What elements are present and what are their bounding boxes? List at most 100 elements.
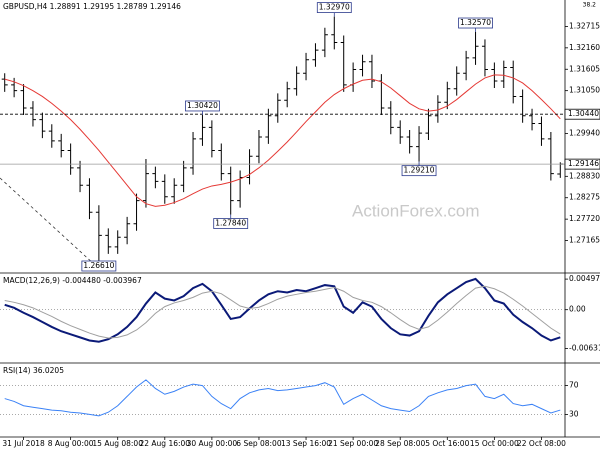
price-label: 1.30440	[568, 109, 599, 118]
ohlc-bar	[293, 66, 300, 96]
y-tick-label: 70	[569, 381, 579, 390]
y-tick-label: 1.28830	[569, 171, 600, 180]
ohlc-bar	[425, 108, 432, 141]
annotation-label: 1.32570	[460, 18, 491, 27]
ohlc-bar	[321, 27, 328, 58]
ohlc-bar	[180, 160, 187, 193]
annotation-box	[213, 218, 249, 229]
ohlc-bar	[547, 131, 554, 181]
ohlc-bar	[199, 114, 206, 146]
ohlc-bar	[359, 54, 366, 77]
y-tick-label: 1.29940	[569, 128, 600, 137]
annotation-box	[458, 17, 493, 29]
x-tick-label: 13 Sep 16:00	[281, 439, 331, 448]
y-tick-label: -0.006311	[569, 344, 600, 353]
ohlc-bar	[152, 166, 159, 189]
ohlc-bar	[453, 66, 460, 96]
ohlc-bar	[303, 52, 310, 81]
x-tick-label: 15 Aug 08:00	[92, 439, 143, 448]
watermark: ActionForex.com	[352, 201, 480, 220]
ohlc-bar	[284, 81, 291, 108]
price-label: 1.29146	[568, 159, 599, 168]
annotation-label: 1.27840	[215, 219, 246, 228]
ohlc-bar	[265, 108, 272, 144]
annotation-label: 1.29210	[404, 166, 435, 175]
x-tick-label: 22 Oct 08:00	[517, 439, 566, 448]
annotation-box	[401, 165, 437, 177]
ohlc-bar	[387, 101, 394, 135]
ohlc-bar	[463, 50, 470, 81]
price-label-box	[564, 108, 600, 120]
ohlc-bar	[142, 158, 149, 208]
y-tick-label: 1.31605	[569, 64, 600, 73]
y-tick-label: 0.00	[569, 305, 586, 314]
x-tick-label: 15 Oct 00:00	[470, 439, 519, 448]
ohlc-bar	[500, 60, 507, 88]
indicator-line	[4, 379, 561, 417]
indicator-line	[4, 277, 561, 343]
ohlc-bar	[190, 131, 197, 175]
x-tick-label: 5 Oct 16:00	[425, 439, 469, 448]
ohlc-bar	[227, 166, 234, 215]
annotation-box	[185, 100, 220, 112]
ohlc-bar	[67, 143, 74, 175]
ohlc-bar	[1, 73, 8, 92]
y-tick-label: 1.28275	[569, 193, 600, 202]
panel-title: MACD(12,26,9) -0.004480 -0.003967	[3, 276, 142, 285]
ohlc-bar	[340, 35, 347, 92]
x-tick-label: 6 Sep 08:00	[236, 439, 282, 448]
ohlc-bar	[406, 130, 413, 154]
y-tick-label: 1.32160	[569, 43, 600, 52]
x-tick-label: 31 Jul 2018	[2, 439, 45, 448]
ohlc-bar	[472, 32, 479, 65]
ohlc-bar	[161, 174, 168, 204]
ohlc-bar	[434, 95, 441, 123]
x-tick-label: 22 Aug 16:00	[140, 439, 191, 448]
ohlc-bar	[58, 133, 65, 158]
ohlc-bar	[133, 193, 140, 231]
y-tick-label: 1.32715	[569, 21, 600, 30]
indicator-line	[4, 74, 561, 207]
annotation-box	[316, 2, 352, 13]
ohlc-bar	[274, 93, 281, 123]
y-tick-label: 1.27165	[569, 236, 600, 245]
y-tick-label: 1.27720	[569, 214, 600, 223]
ohlc-bar	[105, 228, 112, 254]
indicator-line	[4, 285, 561, 339]
ohlc-bar	[368, 54, 375, 88]
ohlc-bar	[11, 77, 18, 98]
ohlc-bar	[77, 160, 84, 193]
ohlc-bar	[481, 39, 488, 77]
ohlc-bar	[95, 205, 102, 262]
y-tick-label: 30	[569, 409, 579, 418]
ohlc-bar	[124, 216, 131, 245]
ohlc-bar	[444, 81, 451, 110]
panel-title: RSI(14) 36.0205	[3, 366, 64, 375]
y-tick-label: 1.31050	[569, 86, 600, 95]
ohlc-bar	[208, 120, 215, 158]
ohlc-bar	[171, 178, 178, 204]
annotation-label: 1.32970	[319, 3, 350, 12]
y-tick-label: 0.004971	[569, 274, 600, 283]
ohlc-bar	[86, 178, 93, 220]
x-tick-label: 28 Sep 08:00	[375, 439, 425, 448]
x-tick-label: 8 Aug 00:00	[48, 439, 94, 448]
annotation-label: 1.26610	[83, 261, 114, 270]
annotation-label: 1.30420	[187, 101, 218, 110]
x-tick-label: 21 Sep 00:00	[328, 439, 378, 448]
ohlc-bar	[39, 112, 46, 139]
x-tick-label: 30 Aug 00:00	[187, 439, 238, 448]
fib-label: 38.2	[583, 2, 597, 9]
ohlc-bar	[538, 116, 545, 146]
ohlc-bar	[218, 143, 225, 181]
ohlc-bar	[331, 16, 338, 50]
ohlc-bar	[529, 108, 536, 131]
ohlc-bar	[519, 89, 526, 123]
ohlc-bar	[416, 126, 423, 162]
ohlc-bar	[255, 130, 262, 164]
ohlc-bar	[510, 60, 517, 104]
ohlc-bar	[246, 149, 253, 185]
price-label-box	[564, 158, 600, 170]
